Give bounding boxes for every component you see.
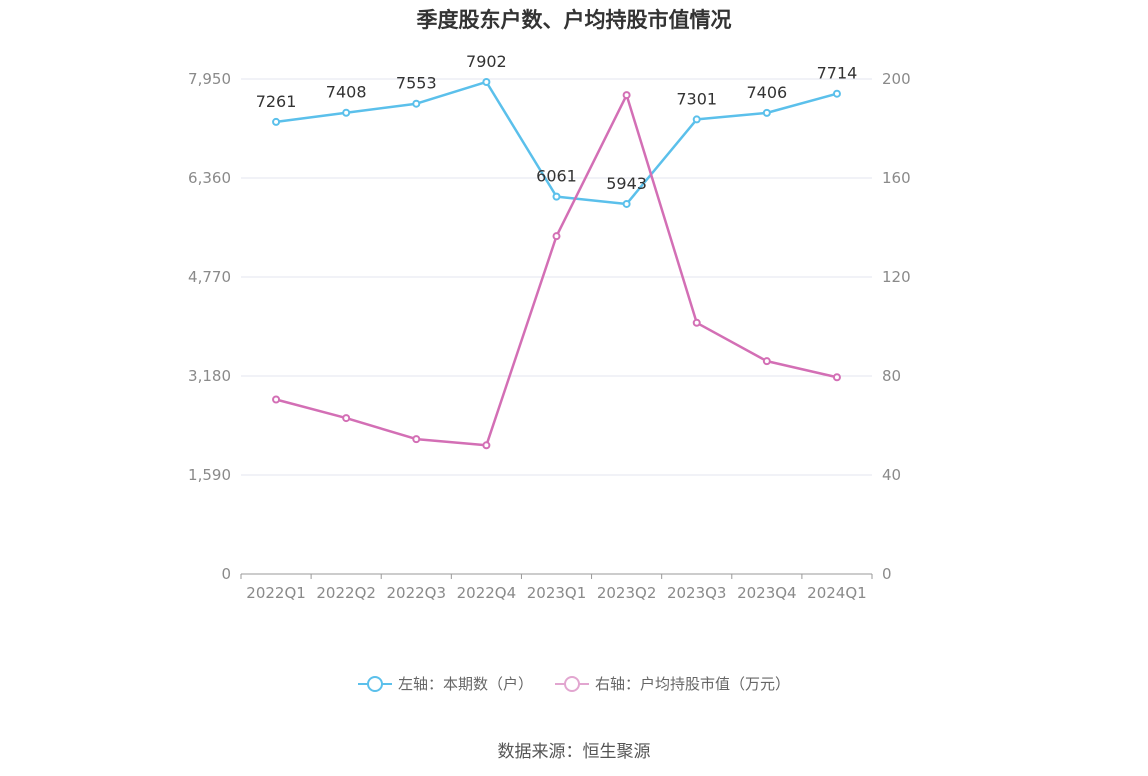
right-axis-tick-label: 120 — [882, 268, 911, 286]
data-label: 5943 — [606, 174, 647, 193]
right-axis-tick-label: 200 — [882, 70, 911, 88]
data-point — [762, 357, 771, 366]
legend-item-right[interactable]: 右轴：户均持股市值（万元） — [555, 673, 790, 694]
chart-title: 季度股东户数、户均持股市值情况 — [416, 8, 732, 32]
legend-left-label: 左轴：本期数（户） — [397, 675, 533, 693]
data-point — [832, 89, 841, 98]
right-axis-tick-label: 40 — [882, 466, 901, 484]
data-label: 7902 — [466, 52, 507, 71]
x-axis-tick-label: 2023Q2 — [597, 584, 657, 602]
data-point — [342, 414, 351, 423]
data-point — [412, 435, 421, 444]
data-point — [692, 115, 701, 124]
x-axis-tick-label: 2022Q4 — [457, 584, 517, 602]
series — [272, 77, 841, 450]
data-labels: 7261 7408 7553 7902 6061 5943 7301 7406 7714 — [256, 52, 858, 193]
data-point — [272, 117, 281, 126]
data-point — [482, 77, 491, 86]
data-point — [832, 373, 841, 382]
data-point — [482, 441, 491, 450]
data-label: 7406 — [746, 83, 787, 102]
data-label: 7553 — [396, 74, 437, 93]
legend-left-swatch-icon — [357, 674, 392, 694]
data-point — [762, 108, 771, 117]
data-point — [622, 199, 631, 208]
data-label: 6061 — [536, 167, 577, 186]
right-axis-tick-label: 0 — [882, 565, 892, 583]
data-label: 7301 — [676, 89, 717, 108]
axes: 0 0 1,590 40 3,180 80 4,770 120 6,360 160 7,950 200… — [188, 70, 911, 602]
left-axis-tick-label: 0 — [221, 565, 231, 583]
data-label: 7261 — [256, 92, 297, 111]
data-point — [412, 99, 421, 108]
right-axis-tick-label: 160 — [882, 169, 911, 187]
data-point — [552, 232, 561, 241]
x-axis-tick-label: 2023Q3 — [667, 584, 727, 602]
left-axis-tick-label: 1,590 — [188, 466, 231, 484]
data-point — [342, 108, 351, 117]
x-axis-tick-label: 2022Q3 — [387, 584, 447, 602]
x-axis-tick-label: 2022Q2 — [316, 584, 376, 602]
x-axis-tick-label: 2023Q4 — [737, 584, 797, 602]
x-axis-tick-label: 2024Q1 — [807, 584, 867, 602]
x-axis-tick-label: 2023Q1 — [527, 584, 587, 602]
left-axis-tick-label: 7,950 — [188, 70, 231, 88]
left-axis-tick-label: 6,360 — [188, 169, 231, 187]
x-axis-tick-label: 2022Q1 — [246, 584, 306, 602]
data-label: 7714 — [817, 64, 858, 83]
right-axis-tick-label: 80 — [882, 367, 901, 385]
legend: 左轴：本期数（户） 右轴：户均持股市值（万元） — [0, 673, 1148, 694]
series-line-right — [275, 93, 838, 447]
source-note: 数据来源：恒生聚源 — [497, 742, 651, 762]
legend-right-label: 右轴：户均持股市值（万元） — [595, 675, 791, 693]
legend-item-left[interactable]: 左轴：本期数（户） — [357, 673, 533, 694]
data-point — [622, 91, 631, 100]
left-axis-tick-label: 3,180 — [188, 367, 231, 385]
data-point — [692, 318, 701, 327]
data-point — [272, 395, 281, 404]
left-axis-tick-label: 4,770 — [188, 268, 231, 286]
data-point — [552, 192, 561, 201]
legend-right-swatch-icon — [555, 674, 589, 694]
data-label: 7408 — [326, 83, 367, 102]
grid-lines — [241, 78, 872, 476]
